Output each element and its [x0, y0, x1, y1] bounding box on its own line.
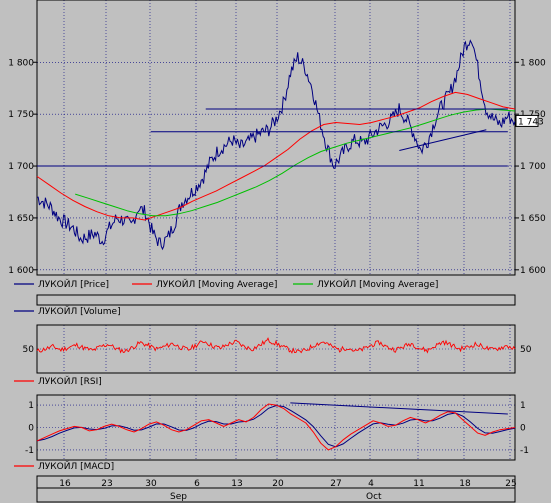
macd-signal-line [36, 405, 516, 448]
legend-label: ЛУКОЙЛ [Moving Average] [317, 278, 438, 290]
legend-label: ЛУКОЙЛ [Price] [38, 278, 109, 290]
rsi-panel-frame [36, 324, 516, 374]
x-day-label: 27 [330, 479, 341, 489]
macd-ytick-label-left: -1 [25, 446, 34, 456]
last-value-label: 1 743 [518, 117, 544, 127]
grid-layer [33, 0, 519, 502]
legend-label: ЛУКОЙЛ [Moving Average] [156, 278, 277, 290]
price-panel-frame [36, 0, 516, 276]
x-axis-month-band [36, 487, 516, 503]
price-ytick-label-right: 1 800 [520, 58, 546, 68]
price-ytick-label-left: 1 750 [8, 110, 34, 120]
x-day-label: 16 [59, 479, 71, 489]
macd-series-line [36, 403, 516, 451]
price-ytick-label-right: 1 700 [520, 162, 546, 172]
last-value-box [515, 114, 539, 127]
x-day-label: 30 [145, 479, 157, 489]
macd-ytick-label-left: 0 [28, 424, 34, 434]
macd-ytick-label-right: -1 [520, 446, 529, 456]
x-day-label: 23 [101, 479, 112, 489]
price-trendline [399, 129, 487, 151]
x-day-label: 11 [413, 479, 424, 489]
rsi-series-line [36, 337, 516, 354]
rsi-ytick-label-left: 50 [23, 345, 35, 355]
series-layer [36, 39, 516, 451]
x-month-label: Sep [170, 492, 187, 502]
price-ytick-label-right: 1 650 [520, 214, 546, 224]
moving-average-red-line [36, 91, 516, 221]
price-ytick-label-left: 1 800 [8, 58, 34, 68]
macd-ytick-label-right: 0 [520, 424, 526, 434]
volume-legend-label: ЛУКОЙЛ [Volume] [38, 305, 121, 317]
x-day-label: 18 [459, 479, 471, 489]
macd-legend-label: ЛУКОЙЛ [MACD] [38, 460, 114, 472]
macd-ytick-label-right: 1 [520, 401, 526, 411]
macd-trendline [290, 402, 508, 415]
x-day-label: 13 [231, 479, 242, 489]
x-day-label: 20 [272, 479, 284, 489]
volume-panel-frame [36, 294, 516, 306]
rsi-legend-label: ЛУКОЙЛ [RSI] [38, 375, 102, 387]
price-ytick-label-right: 1 600 [520, 266, 546, 276]
price-ytick-label-left: 1 650 [8, 214, 34, 224]
price-series-line [36, 39, 516, 251]
moving-average-green-line [75, 108, 516, 217]
price-ytick-label-left: 1 700 [8, 162, 34, 172]
rsi-ytick-label-right: 50 [520, 345, 532, 355]
price-ytick-label-left: 1 600 [8, 266, 34, 276]
panel-frames [36, 0, 516, 503]
x-day-label: 25 [505, 479, 516, 489]
macd-ytick-label-left: 1 [28, 401, 34, 411]
x-month-label: Oct [366, 492, 382, 502]
x-day-label: 6 [194, 479, 200, 489]
x-day-label: 4 [368, 479, 374, 489]
